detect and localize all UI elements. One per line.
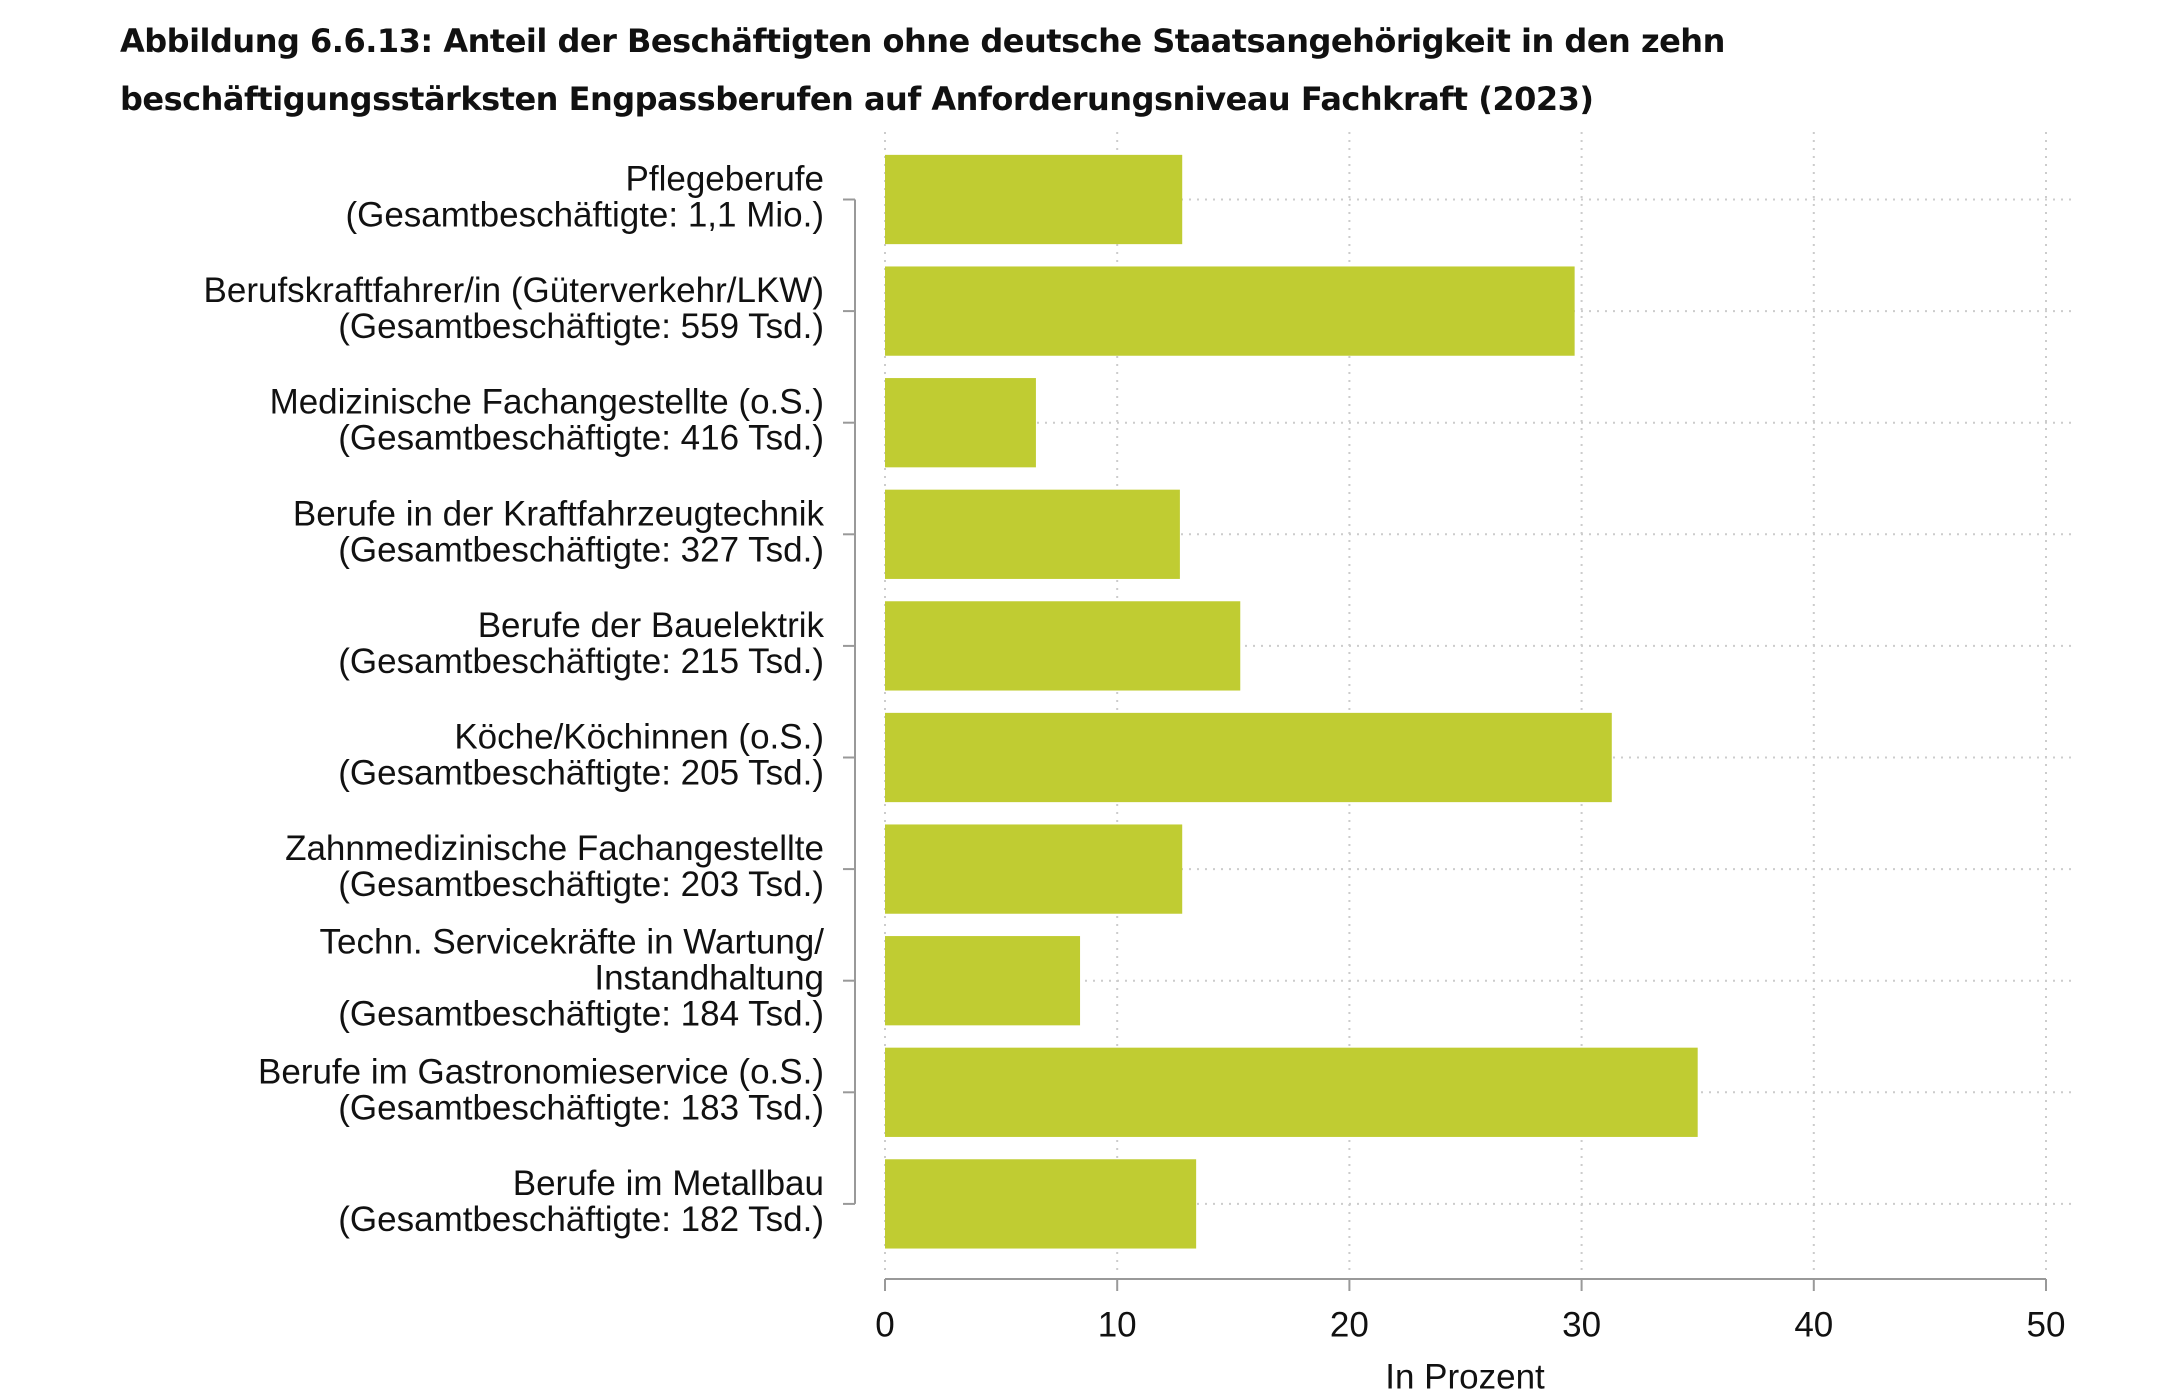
x-tick-label: 0 bbox=[875, 1305, 894, 1344]
bar bbox=[885, 1047, 1698, 1137]
bar bbox=[885, 378, 1036, 468]
bar bbox=[885, 489, 1180, 579]
x-axis-label: In Prozent bbox=[1385, 1357, 1545, 1396]
x-tick-label: 40 bbox=[1794, 1305, 1833, 1344]
y-tick-label: Zahnmedizinische Fachangestellte (Gesamtb… bbox=[285, 829, 824, 904]
bar bbox=[885, 266, 1575, 356]
y-tick-label: Berufe der Bauelektrik (Gesamtbeschäftigt… bbox=[338, 606, 824, 681]
y-tick-label: Berufe in der Kraftfahrzeugtechnik (Gesam… bbox=[293, 495, 825, 570]
bar bbox=[885, 1159, 1197, 1249]
bar bbox=[885, 824, 1183, 914]
y-tick-label: Pflegeberufe (Gesamtbeschäftigte: 1,1 Mio… bbox=[345, 160, 824, 235]
bar bbox=[885, 154, 1183, 245]
y-tick-label: Techn. Servicekräfte in Wartung/Instandh… bbox=[320, 923, 825, 1034]
bar bbox=[885, 936, 1081, 1026]
x-tick-label: 10 bbox=[1098, 1305, 1137, 1344]
y-tick-label: Berufskraftfahrer/in (Güterverkehr/LKW)(… bbox=[204, 271, 824, 346]
y-tick-label: Berufe im Metallbau (Gesamtbeschäftigte: … bbox=[338, 1164, 824, 1239]
y-tick-label: Berufe im Gastronomieservice (o.S.) (Gesa… bbox=[258, 1053, 824, 1128]
x-tick-label: 30 bbox=[1562, 1305, 1601, 1344]
bar bbox=[885, 601, 1241, 691]
x-tick-label: 50 bbox=[2027, 1305, 2066, 1344]
y-tick-label: Medizinische Fachangestellte (o.S.) (Gesa… bbox=[270, 383, 824, 458]
chart-title: Abbildung 6.6.13: Anteil der Beschäftigt… bbox=[120, 22, 1725, 118]
bar bbox=[885, 712, 1612, 803]
x-tick-label: 20 bbox=[1330, 1305, 1369, 1344]
y-tick-label: Köche/Köchinnen (o.S.) (Gesamtbeschäftigt… bbox=[338, 718, 824, 793]
